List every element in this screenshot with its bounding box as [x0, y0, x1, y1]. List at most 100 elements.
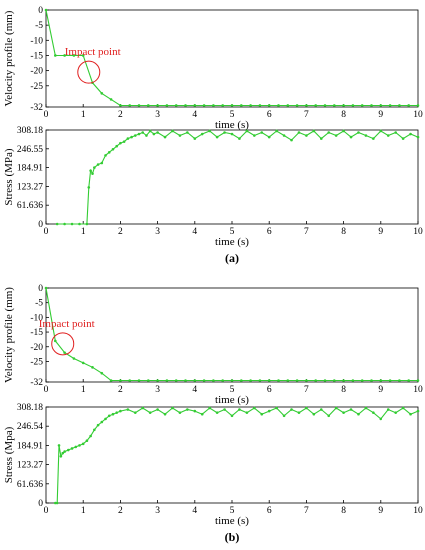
velocity-b-data-point: [360, 379, 364, 382]
stress-b-data-point: [126, 408, 130, 411]
stress-b-data-point: [115, 411, 118, 414]
stress-b-data-point: [282, 414, 286, 418]
stress-b-x-tick-label: 9: [378, 506, 383, 516]
velocity-a-data-point: [277, 104, 280, 107]
stress-a-data-point: [364, 134, 368, 137]
velocity-a-y-tick-label: -10: [30, 36, 43, 46]
stress-a-data-point: [394, 131, 397, 134]
velocity-b-y-tick-label: -20: [30, 343, 43, 353]
stress-a-data-point: [401, 137, 405, 140]
stress-a-data-point: [372, 137, 375, 140]
stress-a-data-point: [230, 132, 234, 136]
velocity-b-data-point: [119, 379, 122, 382]
velocity-a-data-point: [165, 104, 169, 107]
velocity-a-data-point: [147, 104, 150, 107]
velocity-a-data-point: [128, 104, 131, 107]
velocity-b-data-point: [333, 379, 336, 382]
stress-b-data-point: [275, 406, 278, 410]
stress-b-data-point: [100, 420, 104, 424]
stress-b-data-point: [141, 406, 145, 410]
velocity-a-data-point: [323, 104, 327, 107]
velocity-a-x-tick-label: 8: [341, 110, 346, 120]
stress-b-data-point: [70, 447, 74, 450]
stress-a-data-point: [357, 131, 360, 134]
stress-b-data-point: [394, 411, 397, 414]
velocity-a-y-tick-label: -25: [30, 82, 43, 92]
velocity-b-x-tick-label: 3: [155, 385, 160, 395]
stress-b-data-point: [67, 448, 70, 452]
velocity-b-x-axis-label: time (s): [215, 394, 249, 406]
stress-chart-a: 0 1 2 3 4 5 6 7 8 9 10 0 61.636 123.27 184.91 246.55 308…: [3, 126, 423, 248]
stress-b-data-point: [297, 411, 301, 414]
velocity-b-data-point: [305, 379, 308, 382]
velocity-a-data-point: [286, 104, 290, 107]
stress-a-data-point: [152, 132, 156, 136]
velocity-b-x-tick-label: 5: [230, 385, 235, 395]
velocity-a-x-tick-label: 6: [267, 110, 272, 120]
stress-a-data-point: [208, 129, 211, 133]
stress-b-data-point: [409, 412, 412, 416]
stress-b-data-point: [193, 409, 197, 413]
velocity-b-data-point: [379, 379, 383, 382]
velocity-a-data-point: [174, 104, 178, 107]
panel-label-b: (b): [225, 530, 240, 544]
velocity-b-y-tick-label: -15: [30, 328, 43, 338]
velocity-b-data-point: [370, 379, 373, 382]
stress-a-data-point: [186, 131, 189, 134]
velocity-b-x-tick-label: 8: [341, 385, 346, 395]
velocity-b-data-point: [202, 379, 206, 382]
stress-a-y-axis-label: Stress (MPa): [3, 148, 15, 205]
velocity-a-data-point: [240, 104, 243, 107]
stress-a-data-point: [107, 151, 111, 154]
stress-a-data-point: [319, 137, 323, 140]
stress-a-plot-frame: [45, 129, 419, 225]
stress-b-x-tick-label: 7: [304, 506, 309, 516]
stress-a-series-line: [57, 130, 419, 225]
velocity-a-x-tick-label: 2: [118, 110, 123, 120]
velocity-a-x-tick-label: 1: [81, 110, 86, 120]
stress-a-data-point: [63, 222, 66, 226]
stress-b-data-point: [96, 423, 100, 427]
velocity-b-impact-label: Impact point: [39, 318, 95, 330]
stress-a-data-point: [416, 135, 420, 139]
velocity-b-x-tick-label: 1: [81, 385, 86, 395]
stress-b-data-point: [312, 412, 316, 416]
velocity-b-data-point: [407, 379, 411, 382]
stress-a-x-tick-label: 5: [230, 227, 235, 237]
stress-a-data-point: [133, 134, 137, 137]
stress-b-x-tick-label: 8: [341, 506, 346, 516]
stress-a-data-point: [70, 222, 74, 226]
stress-a-data-point: [85, 222, 89, 226]
stress-a-x-tick-label: 0: [44, 227, 49, 237]
stress-a-data-point: [96, 163, 100, 166]
velocity-a-data-point: [258, 104, 262, 107]
stress-a-data-point: [275, 129, 278, 133]
velocity-a-data-point: [333, 104, 336, 107]
stress-b-x-tick-label: 1: [81, 506, 86, 516]
velocity-a-impact-label: Impact point: [65, 46, 121, 58]
velocity-b-data-point: [137, 379, 141, 382]
stress-b-data-point: [81, 442, 85, 446]
velocity-a-data-point: [267, 104, 271, 107]
stress-b-data-point: [178, 411, 182, 414]
stress-a-x-tick-label: 7: [304, 227, 309, 237]
stress-b-data-point: [54, 501, 57, 505]
velocity-a-x-tick-label: 5: [230, 110, 235, 120]
stress-b-data-point: [372, 411, 375, 414]
stress-b-series-line: [55, 407, 419, 504]
velocity-a-data-point: [407, 104, 411, 107]
velocity-b-data-point: [416, 379, 420, 382]
stress-b-data-point: [104, 417, 107, 421]
velocity-b-data-point: [277, 379, 280, 382]
stress-a-y-tick-label: 184.91: [17, 164, 43, 174]
velocity-a-data-point: [230, 104, 234, 107]
stress-b-data-point: [208, 406, 211, 410]
velocity-a-data-point: [137, 104, 141, 107]
velocity-chart-b: 0 1 2 3 4 5 6 7 8 9 10 0 -5 -10 -15 -20 -25 -32 time (s) Ve…: [3, 284, 423, 406]
stress-b-x-tick-label: 10: [413, 506, 423, 516]
velocity-b-data-point: [258, 379, 262, 382]
stress-a-data-point: [334, 134, 338, 137]
velocity-b-data-point: [100, 371, 104, 375]
velocity-b-data-point: [295, 379, 299, 382]
stress-a-data-point: [115, 144, 118, 148]
